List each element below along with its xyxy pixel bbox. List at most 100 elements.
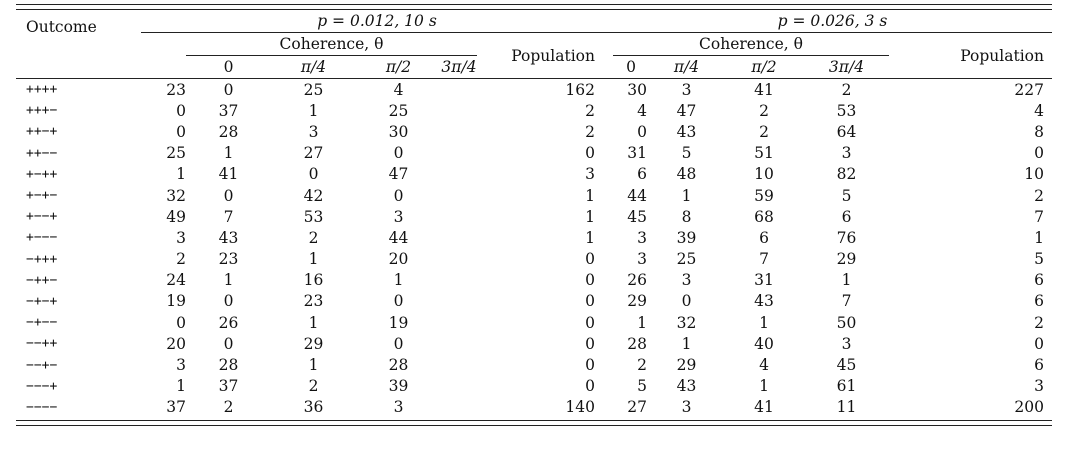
cell-b-theta-2: 51 [754, 144, 774, 163]
cell-b-theta-0: 27 [627, 398, 647, 417]
outcome-cell: +++− [26, 103, 58, 119]
cell-b-theta-2: 2 [759, 122, 769, 141]
cell-b-population: 0 [1034, 144, 1044, 163]
cell-a-theta-1: 43 [218, 228, 239, 247]
table-row: ++++ 23 0 25 4 162 30 3 41 2 227 [16, 78, 1052, 101]
table-row: +−−+ 49 7 53 3 1 45 8 68 6 7 [16, 206, 1052, 227]
cell-a-theta-0: 3 [176, 356, 186, 375]
theta-b-2: π/2 [724, 55, 804, 79]
cell-a-population: 0 [585, 377, 595, 396]
cell-b-population: 7 [1034, 207, 1044, 226]
cell-b-population: 2 [1034, 313, 1044, 332]
theta-b-0: 0 [613, 55, 649, 79]
cell-a-theta-0: 20 [166, 334, 186, 353]
spacer [441, 164, 477, 185]
cell-b-population: 200 [1014, 398, 1044, 417]
cell-b-theta-0: 3 [637, 228, 647, 247]
cell-a-population: 0 [585, 292, 595, 311]
cell-b-theta-2: 40 [754, 334, 774, 353]
cell-a-population: 3 [585, 165, 595, 184]
cell-b-theta-1: 3 [681, 271, 692, 290]
cell-b-theta-0: 0 [637, 122, 647, 141]
outcome-cell: +−+− [26, 188, 58, 204]
outcome-cell: −+−+ [26, 293, 58, 309]
cell-b-population: 2 [1034, 186, 1044, 205]
cell-b-theta-0: 45 [627, 207, 647, 226]
cell-a-theta-3: 28 [388, 356, 409, 375]
cell-a-theta-3: 0 [393, 144, 404, 163]
cell-b-theta-1: 0 [681, 292, 692, 311]
cell-a-theta-2: 1 [308, 313, 319, 332]
table-row: −−−+ 1 37 2 39 0 5 43 1 61 3 [16, 376, 1052, 397]
spacer [441, 143, 477, 164]
cell-a-theta-1: 0 [223, 334, 234, 353]
table-row: −+−+ 19 0 23 0 0 29 0 43 7 6 [16, 291, 1052, 312]
cell-a-theta-1: 2 [223, 398, 234, 417]
cell-b-population: 4 [1034, 101, 1044, 120]
cell-a-theta-0: 23 [141, 78, 186, 101]
cell-a-theta-1: 37 [218, 101, 239, 120]
cell-b-population: 0 [1034, 334, 1044, 353]
cell-a-theta-0: 19 [166, 292, 186, 311]
cell-b-theta-1: 29 [676, 356, 697, 375]
cell-b-theta-2: 59 [754, 186, 774, 205]
cell-a-theta-2: 16 [303, 271, 324, 290]
cell-b-theta-3: 1 [841, 271, 852, 290]
cell-b-theta-2: 31 [754, 271, 774, 290]
cell-b-theta-0: 30 [613, 78, 649, 101]
spacer [441, 185, 477, 206]
outcome-cell: −+−− [26, 315, 58, 331]
cell-b-theta-0: 31 [627, 144, 647, 163]
table-row: −−+− 3 28 1 28 0 2 29 4 45 6 [16, 354, 1052, 375]
spacer [889, 206, 925, 227]
cell-b-theta-1: 1 [681, 334, 692, 353]
cell-a-theta-0: 37 [166, 398, 186, 417]
cell-a-theta-0: 2 [176, 250, 186, 269]
cell-a-theta-2: 23 [303, 292, 324, 311]
spacer [441, 354, 477, 375]
cell-a-theta-2: 27 [303, 144, 324, 163]
cell-b-theta-0: 26 [627, 271, 647, 290]
cell-a-theta-3: 0 [393, 334, 404, 353]
cell-a-theta-0: 1 [176, 377, 186, 396]
cell-b-theta-1: 8 [681, 207, 692, 226]
cell-a-theta-2: 2 [308, 228, 319, 247]
cell-b-theta-0: 5 [637, 377, 647, 396]
spacer [441, 227, 477, 248]
table-row: +−−− 3 43 2 44 1 3 39 6 76 1 [16, 227, 1052, 248]
table-row: −+−− 0 26 1 19 0 1 32 1 50 2 [16, 312, 1052, 333]
cell-b-theta-3: 3 [841, 334, 852, 353]
cell-b-theta-0: 28 [627, 334, 647, 353]
cell-b-theta-3: 3 [841, 144, 852, 163]
spacer [889, 376, 925, 397]
cell-b-theta-2: 4 [759, 356, 769, 375]
outcome-cell: ++−+ [26, 124, 58, 140]
cell-a-theta-3: 3 [393, 398, 404, 417]
bottom-double-rule [16, 420, 1052, 426]
cell-a-population: 2 [585, 101, 595, 120]
top-double-rule [16, 4, 1052, 10]
spacer [889, 270, 925, 291]
spacer [441, 78, 477, 101]
spacer [889, 291, 925, 312]
spacer [889, 78, 925, 101]
outcome-cell: −−+− [26, 357, 58, 373]
cell-b-population: 1 [1034, 228, 1044, 247]
spacer [889, 249, 925, 270]
outcome-cell: +−−+ [26, 209, 58, 225]
spacer [441, 206, 477, 227]
cell-b-theta-0: 44 [627, 186, 647, 205]
cell-a-theta-2: 0 [308, 165, 319, 184]
cell-a-theta-2: 1 [308, 101, 319, 120]
cell-b-theta-0: 6 [637, 165, 647, 184]
cell-b-theta-0: 29 [627, 292, 647, 311]
results-table: Outcome p = 0.012, 10 s p = 0.026, 3 s C… [16, 10, 1052, 418]
cell-b-theta-2: 2 [759, 101, 769, 120]
cell-a-population: 162 [477, 78, 613, 101]
cell-a-theta-3: 0 [393, 186, 404, 205]
spacer [889, 100, 925, 121]
outcome-cell: ++−− [26, 145, 58, 161]
cell-b-theta-1: 43 [676, 122, 697, 141]
group-b-coherence-label: Coherence, θ [613, 32, 889, 56]
outcome-cell: −+++ [26, 251, 58, 267]
